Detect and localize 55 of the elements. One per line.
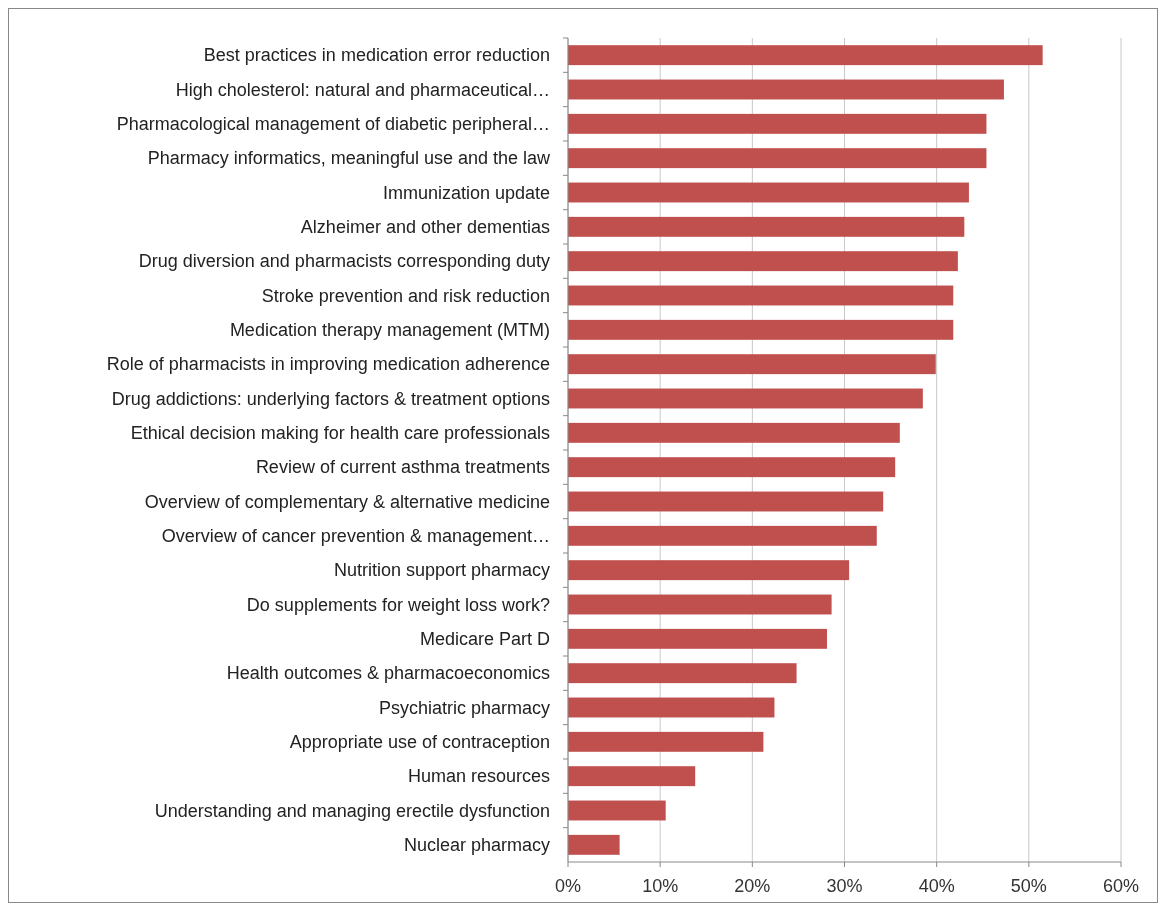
y-tick-label: Medicare Part D <box>419 629 550 650</box>
y-tick-label: Nuclear pharmacy <box>403 835 550 856</box>
bar <box>568 766 696 787</box>
bar <box>568 113 987 134</box>
bar <box>568 45 1043 66</box>
bar <box>568 800 666 821</box>
bar <box>568 663 797 684</box>
bar <box>568 285 954 306</box>
x-tick-label: 50% <box>1010 876 1047 896</box>
y-tick-label: Role of pharmacists in improving medication adherence <box>106 354 550 375</box>
y-tick-label: Review of current asthma treatments <box>255 457 550 478</box>
x-tick-label: 20% <box>734 876 771 896</box>
bar <box>568 182 969 203</box>
bar <box>568 628 827 649</box>
bar <box>568 697 775 718</box>
bar <box>568 148 987 169</box>
bar <box>568 594 832 615</box>
y-tick-label: High cholesterol: natural and pharmaceutical… <box>175 79 550 100</box>
x-tick-label: 0% <box>554 876 582 896</box>
y-tick-label: Stroke prevention and risk reduction <box>261 285 550 306</box>
y-tick-label: Human resources <box>407 766 550 787</box>
y-tick-label: Best practices in medication error reduction <box>203 45 550 66</box>
y-tick-label: Overview of complementary & alternative medicine <box>144 491 550 512</box>
bar <box>568 354 936 375</box>
y-tick-label: Drug diversion and pharmacists corresponding duty <box>138 251 550 272</box>
bar <box>568 491 884 512</box>
bar <box>568 251 958 272</box>
x-tick-label: 40% <box>918 876 955 896</box>
x-tick-label: 60% <box>1102 876 1140 896</box>
bar <box>568 525 877 546</box>
bar <box>568 731 764 752</box>
x-tick-label: 10% <box>642 876 679 896</box>
y-tick-label: Medication therapy management (MTM) <box>229 320 550 341</box>
bar <box>568 834 620 855</box>
bar <box>568 79 1004 100</box>
y-tick-label: Pharmacological management of diabetic peripheral… <box>116 114 550 135</box>
bar <box>568 319 954 340</box>
bar <box>568 457 896 478</box>
y-tick-label: Immunization update <box>382 182 550 203</box>
y-tick-label: Psychiatric pharmacy <box>378 697 550 718</box>
bar <box>568 388 923 409</box>
y-tick-label: Health outcomes & pharmacoeconomics <box>226 663 550 684</box>
bar <box>568 422 900 443</box>
y-tick-label: Drug addictions: underlying factors & treatment options <box>111 388 550 409</box>
y-tick-label: Appropriate use of contraception <box>289 732 550 753</box>
bar <box>568 216 965 237</box>
y-tick-label: Do supplements for weight loss work? <box>246 594 550 615</box>
y-tick-label: Understanding and managing erectile dysfunction <box>154 800 550 821</box>
y-tick-label: Overview of cancer prevention & management… <box>161 526 550 547</box>
x-tick-label: 30% <box>826 876 863 896</box>
y-tick-label: Nutrition support pharmacy <box>333 560 550 581</box>
y-tick-label: Alzheimer and other dementias <box>300 217 550 238</box>
bar <box>568 560 850 581</box>
y-tick-label: Ethical decision making for health care professionals <box>130 423 550 444</box>
y-tick-label: Pharmacy informatics, meaningful use and the law <box>147 148 551 169</box>
